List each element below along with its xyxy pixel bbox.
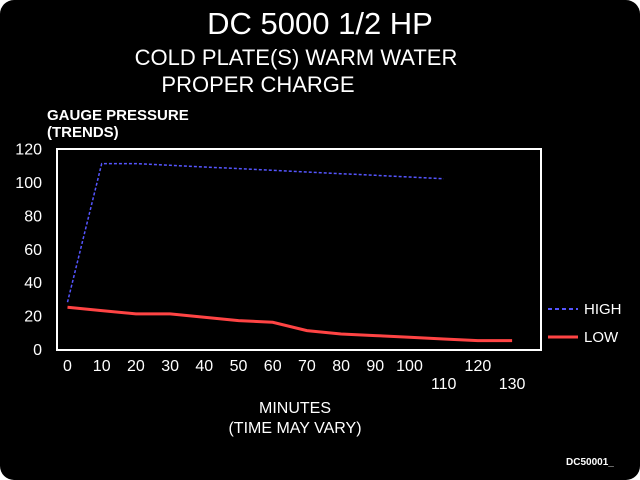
x-axis-label-line1: MINUTES <box>259 400 331 417</box>
chart-subtitle-line1: COLD PLATE(S) WARM WATER <box>134 45 458 70</box>
plot-area-frame <box>56 148 542 351</box>
x-tick-label: 10 <box>93 358 111 375</box>
x-tick-label: 60 <box>264 358 282 375</box>
y-axis-label-line2: (TRENDS) <box>47 124 119 141</box>
x-tick-label: 20 <box>127 358 145 375</box>
y-tick-label: 60 <box>24 242 42 259</box>
x-axis-ticks: 0 10 20 30 40 50 60 70 80 90 100 110 120 130 <box>63 358 525 393</box>
y-tick-label: 20 <box>24 309 42 326</box>
y-tick-label: 0 <box>33 342 42 359</box>
x-tick-label: 110 <box>431 376 457 393</box>
x-tick-label: 50 <box>230 358 248 375</box>
figure-code: DC50001_ <box>566 457 614 468</box>
y-axis-ticks: 0 20 40 60 80 100 120 <box>15 142 42 359</box>
legend-label-high: HIGH <box>584 301 622 318</box>
x-tick-label: 0 <box>63 358 72 375</box>
x-tick-label: 80 <box>332 358 350 375</box>
x-tick-label: 100 <box>396 358 423 375</box>
x-tick-label: 130 <box>499 376 526 393</box>
series-line-low <box>67 305 513 343</box>
legend-label-low: LOW <box>584 329 619 346</box>
series-line-high <box>66 162 444 303</box>
series-group <box>66 162 513 343</box>
x-tick-label: 70 <box>298 358 316 375</box>
x-tick-label: 40 <box>195 358 213 375</box>
y-tick-label: 40 <box>24 275 42 292</box>
x-tick-label: 90 <box>366 358 384 375</box>
x-axis-label-line2: (TIME MAY VARY) <box>228 420 362 437</box>
y-tick-label: 100 <box>15 175 42 192</box>
y-tick-label: 80 <box>24 208 42 225</box>
legend: HIGH LOW <box>548 301 622 346</box>
y-tick-label: 120 <box>15 142 42 159</box>
x-tick-label: 120 <box>465 358 492 375</box>
chart-title: DC 5000 1/2 HP <box>207 6 433 41</box>
chart-subtitle-line2: PROPER CHARGE <box>161 72 355 97</box>
y-axis-label-line1: GAUGE PRESSURE <box>47 107 189 124</box>
x-tick-label: 30 <box>161 358 179 375</box>
